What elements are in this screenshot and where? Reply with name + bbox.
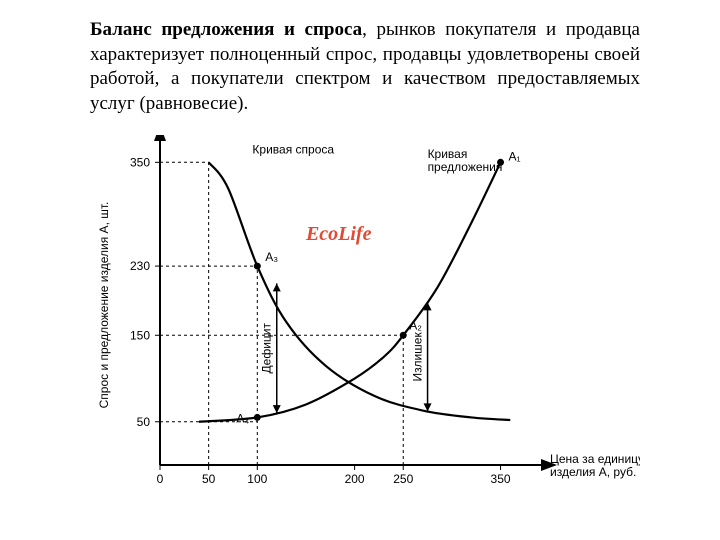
y-tick: 350 [130,155,150,169]
deficit-label: Дефицит [260,323,274,374]
supply-demand-chart: 0 50 100 200 250 350 50 150 230 350 Кривая спроса К… [90,135,640,535]
x-tick: 350 [491,472,511,486]
y-tick: 230 [130,259,150,273]
surplus-label: Излишек [411,332,425,382]
point-label-A2: A₂ [409,318,422,332]
demand-curve [209,162,511,420]
intro-bold: Баланс предложения и спроса [90,19,362,40]
intro-paragraph: Баланс предложения и спроса, рынков поку… [90,18,640,117]
point-label-A4: A₄ [236,411,249,425]
point-A2 [400,332,407,339]
x-tick: 100 [247,472,267,486]
point-A4 [254,414,261,421]
point-label-A3: A₃ [265,250,278,264]
y-tick: 150 [130,328,150,342]
demand-label: Кривая спроса [252,143,334,157]
y-tick: 50 [137,415,151,429]
x-axis-label: Цена за единицуизделия A, руб. [550,452,640,479]
watermark: EcoLife [305,223,372,245]
point-A1 [497,159,504,166]
y-axis-label: Спрос и предложение изделия A, шт. [97,202,111,409]
x-tick: 50 [202,472,216,486]
x-tick: 250 [393,472,413,486]
point-label-A1: A₁ [509,149,521,163]
supply-label: Криваяпредложения [428,147,503,174]
point-A3 [254,263,261,270]
x-tick: 0 [157,472,164,486]
x-tick: 200 [345,472,365,486]
